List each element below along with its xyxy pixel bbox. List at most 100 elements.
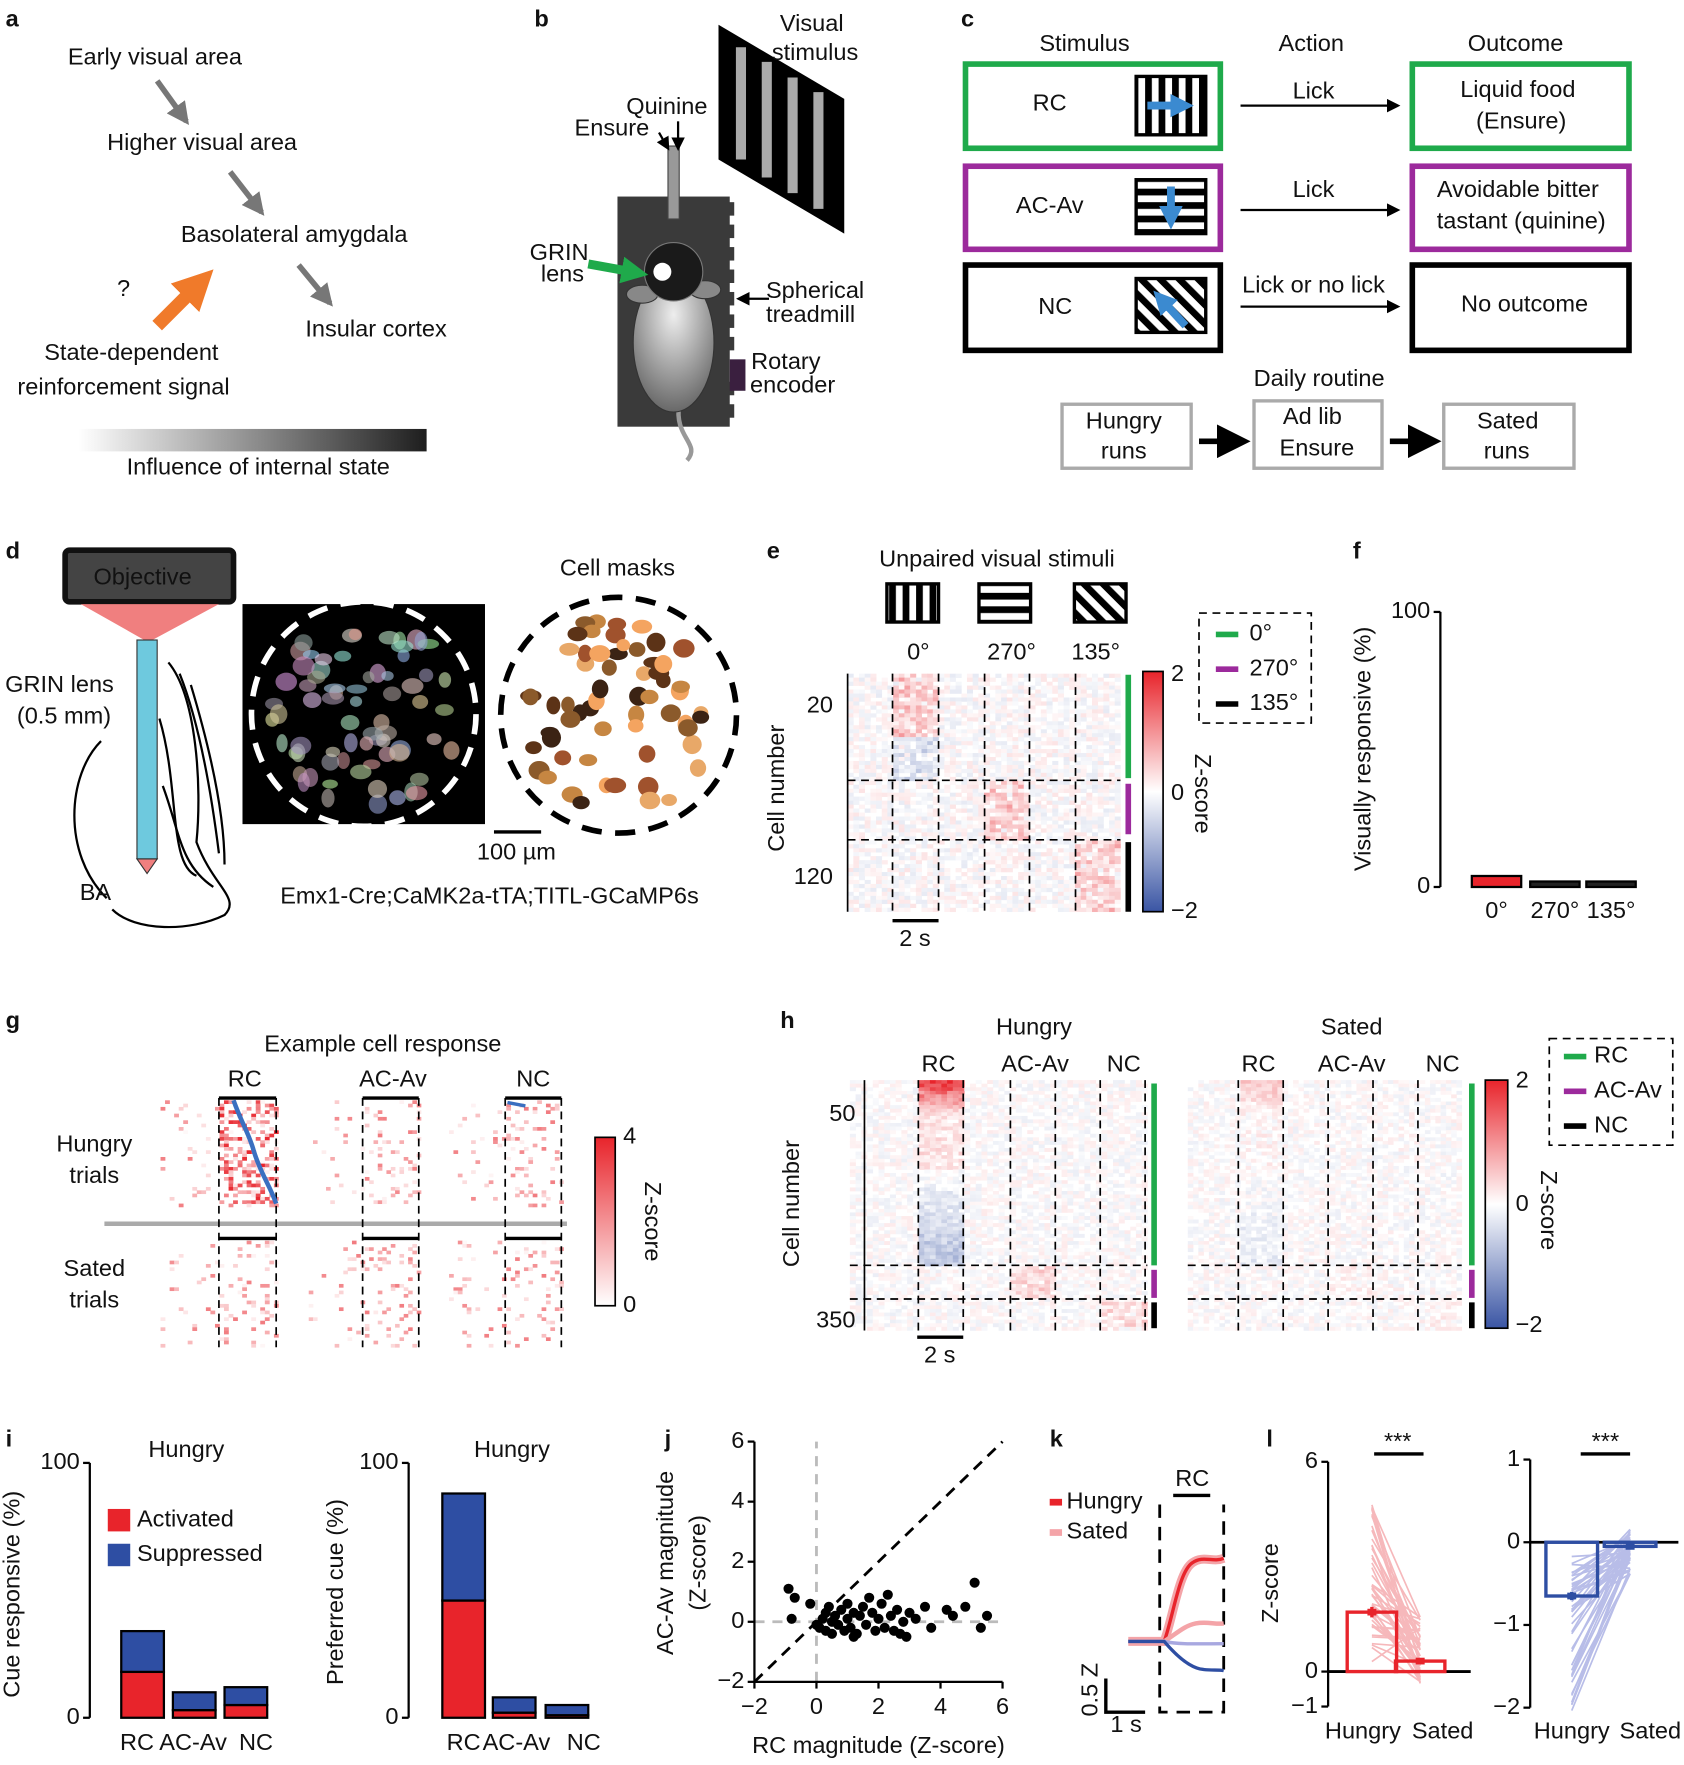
heatmap-cell [949,701,956,706]
heatmap-cell [1032,1126,1040,1131]
heatmap-cell [1084,1130,1091,1135]
heatmap-cell [853,701,860,706]
heatmap-cell [506,1116,512,1121]
heatmap-cell [932,800,939,805]
heatmap-cell [927,709,934,714]
heatmap-cell [878,1155,885,1160]
heatmap-cell [1109,772,1116,778]
heatmap-cell [858,788,866,794]
heatmap-cell [1044,1140,1051,1145]
heatmap-cell [1061,1191,1068,1195]
heatmap-cell [924,1080,931,1085]
heatmap-cell [242,1170,247,1174]
heatmap-cell [952,1126,959,1131]
heatmap-cell [972,776,979,782]
heatmap-cell [966,737,974,742]
heatmap-cell [915,792,922,797]
heatmap-cell [1090,1176,1097,1181]
heatmap-cell [893,705,900,710]
heatmap-cell [969,1191,977,1195]
heatmap-cell [958,1244,965,1249]
heatmap-cell [1080,733,1087,738]
heatmap-cell [949,812,956,817]
heatmap-cell [927,792,934,797]
heatmap-cell [910,832,917,837]
heatmap-cell [898,907,905,913]
heatmap-cell [910,701,917,706]
heatmap-cell [853,840,860,845]
heatmap-cell [228,1313,234,1318]
heatmap-cell [981,1140,988,1145]
heatmap-cell [515,1137,520,1141]
heatmap-cell [987,1183,994,1188]
heatmap-cell [399,1100,405,1105]
heatmap-cell [1052,780,1059,786]
heatmap-cell [989,852,996,857]
heatmap-cell [1038,1090,1045,1095]
heatmap-cell [1063,796,1070,801]
heatmap-cell [260,1143,266,1148]
heatmap-cell [1046,697,1053,702]
heatmap-cell [961,848,968,853]
heatmap-cell [918,1101,925,1106]
heatmap-cell [915,741,922,746]
heatmap-cell [944,848,951,853]
heatmap-cell [961,808,968,813]
heatmap-cell [1052,737,1059,742]
heatmap-cell [1061,1130,1068,1135]
heatmap-cell [955,848,962,853]
heatmap-cell [1078,1266,1085,1271]
heatmap-cell [938,701,945,706]
heatmap-cell [987,1248,994,1253]
heatmap-cell [1029,860,1036,865]
heatmap-cell [1006,697,1013,702]
heatmap-cell [881,816,888,821]
heatmap-cell [893,883,900,889]
heatmap-cell [921,764,928,770]
heatmap-cell [992,1119,999,1124]
heatmap-cell [1114,804,1121,809]
heatmap-cell [390,1150,396,1154]
heatmap-cell [966,883,974,889]
heatmap-cell [941,1108,948,1113]
heatmap-cell [1080,709,1087,714]
heatmap-cell [1029,784,1036,789]
heatmap-cell [978,721,985,726]
heatmap-cell [958,1223,965,1228]
heatmap-cell [941,1090,948,1095]
heatmap-cell [867,1133,874,1138]
heatmap-cell [878,1151,885,1156]
heatmap-cell [898,756,905,762]
heatmap-cell [1086,756,1093,762]
heatmap-cell [1130,1180,1137,1185]
shape [73,661,231,929]
heatmap-cell [995,729,1002,734]
heatmap-cell [1001,780,1008,786]
heatmap-cell [955,824,962,829]
heatmap-cell [849,1115,856,1120]
heatmap-cell [924,1097,931,1102]
heatmap-cell [1114,848,1121,853]
heatmap-cell [849,1237,856,1242]
heatmap-cell [237,1123,243,1128]
heatmap-cell [870,907,877,913]
heatmap-cell [1063,725,1070,730]
heatmap-cell [390,1283,396,1288]
heatmap-cell [1130,1201,1137,1206]
heatmap-cell [1029,725,1036,730]
heatmap-cell [1107,1140,1114,1145]
heatmap-cell [1092,780,1099,786]
heatmap-cell [1012,879,1019,885]
heatmap-cell [192,1150,198,1154]
heatmap-cell [390,1343,396,1348]
heatmap-cell [1063,808,1070,813]
heatmap-cell [966,725,974,730]
heatmap-cell [944,784,951,789]
heatmap-cell [356,1253,361,1258]
heatmap-cell [1118,1233,1125,1238]
heatmap-cell [955,729,962,734]
heatmap-cell [1067,1258,1074,1263]
heatmap-cell [915,899,922,905]
heatmap-cell [1113,1130,1120,1135]
heatmap-cell [921,840,928,845]
